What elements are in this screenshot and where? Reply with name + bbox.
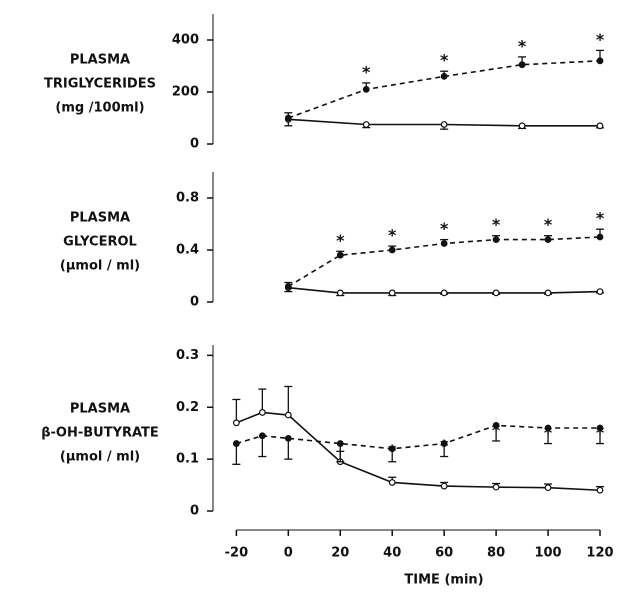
- data-point: [258, 409, 266, 416]
- significance-mark: *: [492, 420, 501, 439]
- data-point: [440, 121, 448, 128]
- data-point: [440, 72, 448, 80]
- y-tick-label: 0: [190, 504, 199, 519]
- data-point: [336, 440, 344, 447]
- data-point: [544, 289, 552, 297]
- data-point: [596, 233, 604, 241]
- y-tick-label: 0: [190, 295, 199, 310]
- y-tick-label: 0.4: [176, 243, 199, 258]
- data-point: [258, 432, 266, 440]
- y-axis-label: PLASMA: [70, 402, 130, 417]
- y-axis-label: PLASMA: [70, 53, 130, 68]
- significance-mark: *: [596, 423, 605, 442]
- x-tick-label: 120: [586, 546, 613, 561]
- x-tick-label: 0: [284, 546, 293, 561]
- significance-mark: *: [544, 423, 553, 442]
- data-point: [440, 440, 448, 447]
- significance-mark: *: [362, 62, 371, 81]
- series-line: [288, 60, 601, 119]
- x-tick-label: 40: [383, 546, 401, 561]
- data-point: [596, 288, 604, 296]
- x-axis-label: TIME (min): [404, 573, 483, 588]
- significance-mark: *: [336, 231, 345, 250]
- x-tick-label: 20: [331, 546, 349, 561]
- data-point: [544, 236, 552, 244]
- y-axis-label: TRIGLYCERIDES: [44, 77, 156, 92]
- data-point: [492, 422, 500, 429]
- y-axis-label: (mg /100ml): [55, 101, 144, 116]
- data-point: [284, 283, 292, 290]
- y-tick-label: 200: [172, 85, 199, 100]
- data-point: [492, 483, 500, 491]
- data-point: [492, 289, 500, 297]
- x-tick-label: -20: [225, 546, 249, 561]
- data-point: [388, 479, 396, 486]
- y-axis-label: PLASMA: [70, 211, 130, 226]
- data-point: [388, 289, 396, 297]
- significance-mark: *: [388, 226, 397, 245]
- significance-mark: *: [388, 441, 397, 460]
- y-tick-label: 0.1: [176, 452, 199, 467]
- data-point: [232, 419, 240, 427]
- data-point: [596, 486, 604, 494]
- y-axis-label: (μmol / ml): [60, 259, 140, 274]
- y-tick-label: 0.8: [176, 191, 199, 206]
- data-point: [388, 445, 396, 453]
- data-point: [284, 434, 292, 442]
- data-point: [596, 424, 604, 432]
- data-point: [544, 484, 552, 492]
- x-tick-label: 100: [534, 546, 561, 561]
- data-point: [362, 121, 370, 128]
- x-tick-label: 80: [487, 546, 505, 561]
- significance-mark: *: [596, 30, 605, 49]
- significance-mark: *: [492, 215, 501, 234]
- significance-mark: *: [596, 209, 605, 228]
- data-point: [518, 61, 526, 69]
- data-point: [596, 122, 604, 130]
- data-point: [492, 236, 500, 244]
- data-point: [388, 246, 396, 254]
- y-axis-label: GLYCEROL: [63, 235, 137, 250]
- data-point: [284, 114, 292, 122]
- significance-mark: *: [440, 436, 449, 455]
- data-point: [284, 411, 292, 419]
- y-tick-label: 400: [172, 33, 199, 48]
- y-axis-label: (μmol / ml): [60, 450, 140, 465]
- data-point: [232, 440, 240, 447]
- data-point: [596, 57, 604, 65]
- significance-mark: *: [440, 219, 449, 238]
- y-axis-label: β-OH-BUTYRATE: [41, 426, 159, 441]
- data-point: [518, 122, 526, 130]
- significance-mark: *: [544, 215, 553, 234]
- y-tick-label: 0.3: [176, 348, 199, 363]
- x-tick-label: 60: [435, 546, 453, 561]
- data-point: [440, 482, 448, 490]
- y-tick-label: 0: [190, 137, 199, 152]
- data-point: [440, 240, 448, 247]
- significance-mark: *: [518, 36, 527, 55]
- data-point: [440, 289, 448, 297]
- significance-mark: *: [440, 51, 449, 70]
- data-point: [336, 251, 344, 259]
- data-point: [362, 85, 370, 93]
- y-tick-label: 0.2: [176, 400, 199, 415]
- data-point: [336, 289, 344, 297]
- data-point: [544, 424, 552, 432]
